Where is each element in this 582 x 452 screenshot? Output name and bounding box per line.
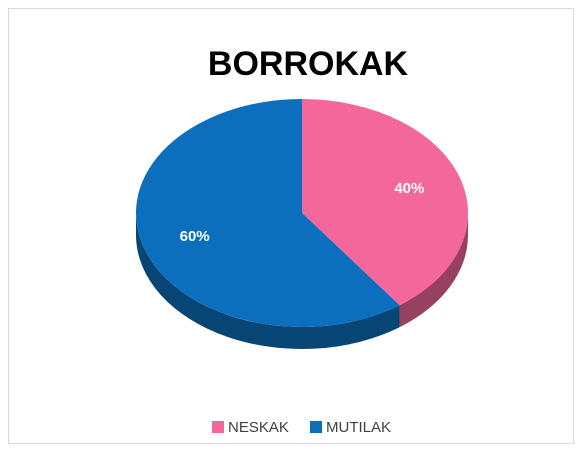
slice-side: [136, 213, 400, 349]
chart-title: BORROKAK: [208, 45, 409, 83]
slice: [135, 99, 400, 327]
data-label: 60%: [180, 228, 210, 245]
slice: [302, 99, 468, 306]
data-label: 40%: [394, 180, 424, 197]
legend-label: NESKAK: [228, 419, 289, 436]
legend-label: MUTILAK: [326, 419, 391, 436]
slice-side: [399, 213, 468, 328]
legend-swatch: [310, 421, 322, 433]
legend-swatch: [212, 421, 224, 433]
